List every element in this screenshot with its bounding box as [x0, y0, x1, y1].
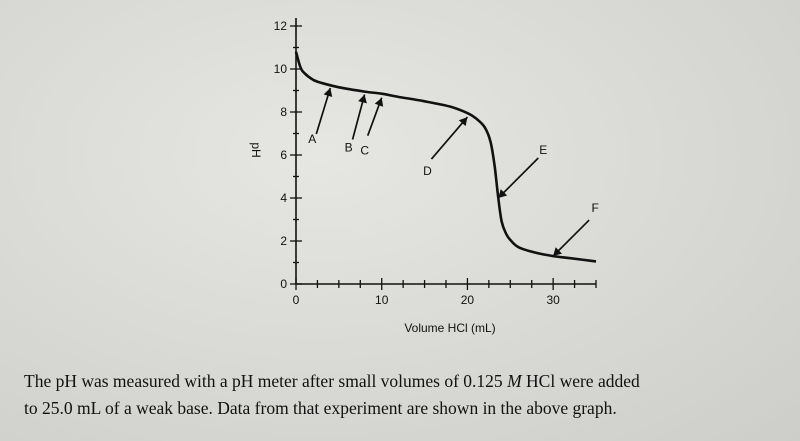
arrowhead-e — [498, 189, 508, 198]
arrow-d — [430, 116, 469, 160]
point-label-f: F — [591, 201, 598, 215]
y-tick-label: 0 — [280, 277, 287, 291]
caption-line-2: to 25.0 mL of a weak base. Data from tha… — [24, 398, 617, 418]
x-axis-label: Volume HCl (mL) — [404, 321, 495, 335]
arrowhead-f — [553, 247, 562, 257]
titration-curve-layer — [294, 51, 597, 263]
caption: The pH was measured with a pH meter afte… — [24, 368, 794, 422]
point-label-e: E — [539, 143, 547, 157]
titration-curve — [294, 51, 597, 263]
chart-ticks: 0 2 4 6 8 10 12 0 10 20 30 — [274, 19, 597, 307]
arrowhead-c — [374, 97, 384, 107]
x-tick-label: 20 — [461, 293, 475, 307]
arrowhead-d — [458, 117, 468, 127]
x-tick-label: 10 — [375, 293, 389, 307]
caption-line-1-start: The pH was measured with a pH meter afte… — [24, 371, 508, 391]
annotation-layer: A B C D E F — [308, 87, 599, 257]
point-label-b: B — [345, 141, 353, 155]
x-tick-label: 30 — [546, 293, 560, 307]
point-label-a: A — [308, 132, 316, 146]
y-tick-label: 4 — [280, 191, 287, 205]
y-tick-label: 10 — [274, 62, 288, 76]
chart-axes — [295, 18, 596, 285]
caption-molar-symbol: M — [507, 371, 522, 391]
point-label-c: C — [360, 144, 369, 158]
caption-line-1-end: HCl were added — [521, 371, 640, 391]
point-label-d: D — [423, 164, 432, 178]
arrow-e — [497, 157, 539, 199]
y-tick-label: 2 — [280, 234, 287, 248]
arrowhead-a — [323, 88, 333, 98]
caption-line-1: The pH was measured with a pH meter afte… — [24, 368, 794, 395]
x-tick-label: 0 — [293, 293, 300, 307]
arrowhead-b — [358, 94, 367, 104]
y-axis-label: pH — [249, 142, 263, 157]
y-tick-label: 12 — [274, 19, 288, 33]
arrow-a — [315, 87, 332, 135]
y-tick-label: 6 — [280, 148, 287, 162]
arrow-f — [552, 219, 590, 257]
y-tick-label: 8 — [280, 105, 287, 119]
